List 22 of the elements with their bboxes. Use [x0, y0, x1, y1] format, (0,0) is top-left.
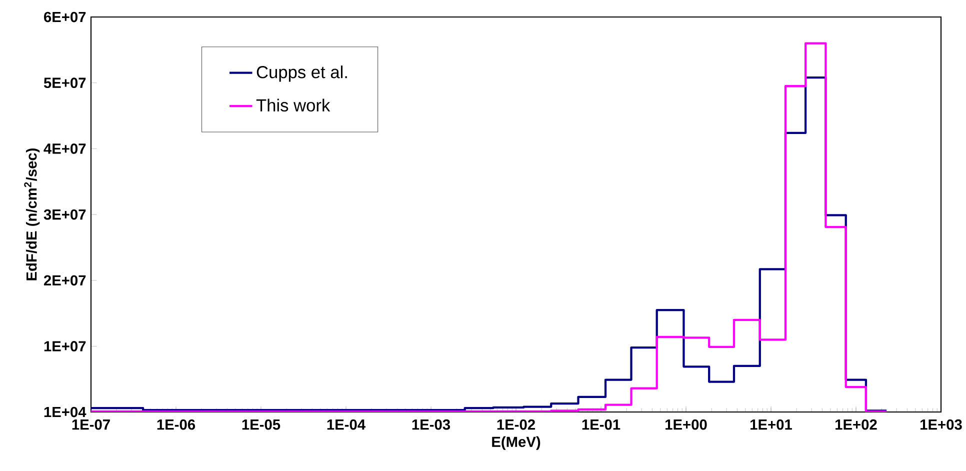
- x-tick-label: 1E+03: [920, 419, 962, 430]
- x-tick-label: 1E-02: [497, 419, 535, 430]
- legend-label: Cupps et al.: [256, 66, 347, 82]
- x-tick-label: 1E-05: [242, 419, 280, 430]
- x-axis-title: E(MeV): [492, 436, 540, 450]
- x-tick-label: 1E+00: [666, 419, 707, 430]
- x-tick-label: 1E-03: [412, 419, 450, 430]
- x-tick-label: 1E-07: [72, 419, 110, 430]
- x-tick-label: 1E+02: [836, 419, 877, 430]
- y-tick-label: 4E+07: [44, 144, 86, 154]
- x-tick-label: 1E+01: [750, 419, 792, 430]
- x-tick-label: 1E-01: [582, 419, 620, 430]
- legend-label: This work: [256, 98, 330, 112]
- y-tick-label: 2E+07: [44, 275, 86, 286]
- y-tick-label: 6E+07: [44, 12, 86, 22]
- y-tick-label: 1E+04: [44, 406, 86, 418]
- y-tick-label: 3E+07: [44, 209, 86, 220]
- x-tick-label: 1E-06: [157, 419, 196, 430]
- x-tick-label: 1E-04: [327, 419, 366, 430]
- y-axis-title: EdF/dE (n/cm$^{2}$/sec): [24, 148, 40, 280]
- y-tick-label: 5E+07: [44, 78, 86, 88]
- y-tick-label: 1E+07: [44, 341, 86, 352]
